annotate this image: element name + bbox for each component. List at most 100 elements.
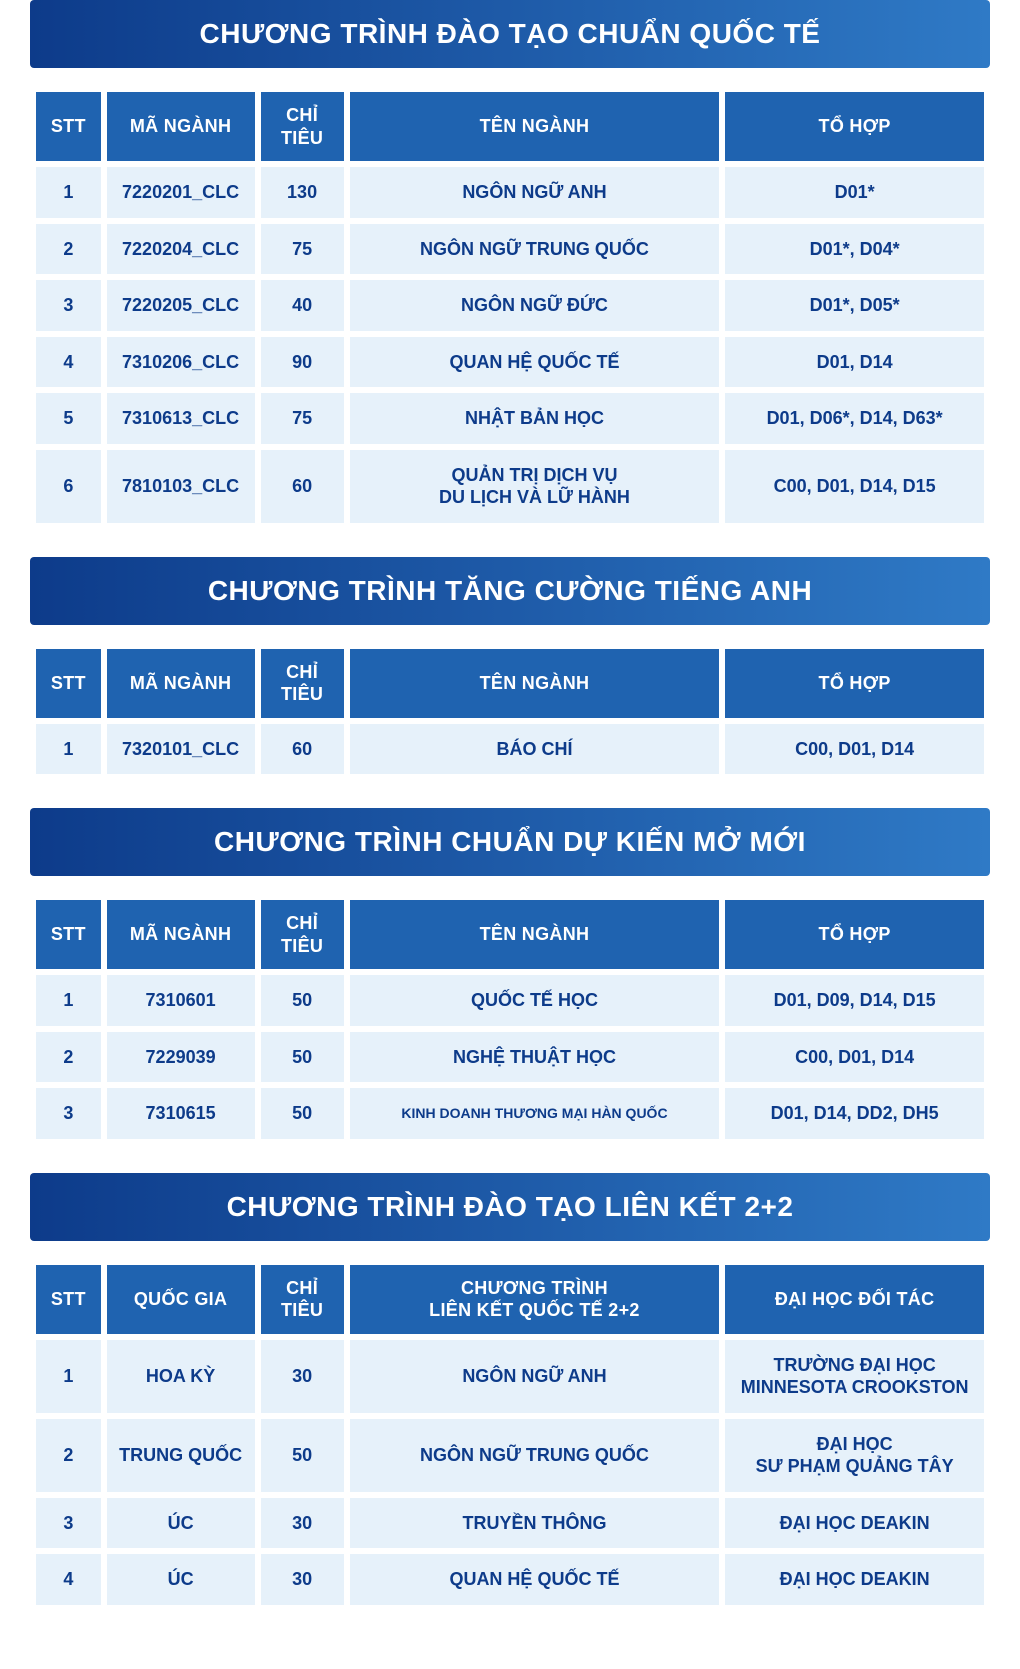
- cell-quota: 30: [261, 1554, 344, 1605]
- table-row: 47310206_CLC90QUAN HỆ QUỐC TẾD01, D14: [36, 337, 984, 388]
- cell-name: QUAN HỆ QUỐC TẾ: [350, 337, 720, 388]
- column-header-name: TÊN NGÀNH: [350, 900, 720, 969]
- cell-stt: 5: [36, 393, 101, 444]
- table-row: 17320101_CLC60BÁO CHÍC00, D01, D14: [36, 724, 984, 775]
- cell-name: NGHỆ THUẬT HỌC: [350, 1032, 720, 1083]
- column-header-quota: CHỈTIÊU: [261, 1265, 344, 1334]
- cell-stt: 2: [36, 1032, 101, 1083]
- cell-code: 7310206_CLC: [107, 337, 255, 388]
- cell-code: 7220201_CLC: [107, 167, 255, 218]
- cell-quota: 30: [261, 1340, 344, 1413]
- table-row: 67810103_CLC60QUẢN TRỊ DỊCH VỤDU LỊCH VÀ…: [36, 450, 984, 523]
- section: CHƯƠNG TRÌNH ĐÀO TẠO LIÊN KẾT 2+2 STTQUỐC…: [30, 1173, 990, 1611]
- cell-quota: 75: [261, 224, 344, 275]
- cell-code: 7220205_CLC: [107, 280, 255, 331]
- cell-name: NGÔN NGỮ ĐỨC: [350, 280, 720, 331]
- cell-stt: 6: [36, 450, 101, 523]
- cell-combo: D01, D06*, D14, D63*: [725, 393, 984, 444]
- cell-partner: ĐẠI HỌC DEAKIN: [725, 1554, 984, 1605]
- cell-combo: D01, D14, DD2, DH5: [725, 1088, 984, 1139]
- cell-stt: 3: [36, 1088, 101, 1139]
- column-header-program22: CHƯƠNG TRÌNHLIÊN KẾT QUỐC TẾ 2+2: [350, 1265, 720, 1334]
- cell-program22: NGÔN NGỮ ANH: [350, 1340, 720, 1413]
- cell-partner: TRƯỜNG ĐẠI HỌCMINNESOTA CROOKSTON: [725, 1340, 984, 1413]
- column-header-country: QUỐC GIA: [107, 1265, 255, 1334]
- data-table: STTMÃ NGÀNHCHỈTIÊUTÊN NGÀNHTỔ HỢP1731060…: [30, 894, 990, 1145]
- data-table: STTQUỐC GIACHỈTIÊUCHƯƠNG TRÌNHLIÊN KẾT Q…: [30, 1259, 990, 1611]
- section-title: CHƯƠNG TRÌNH CHUẨN DỰ KIẾN MỞ MỚI: [30, 808, 990, 876]
- column-header-name: TÊN NGÀNH: [350, 92, 720, 161]
- section: CHƯƠNG TRÌNH ĐÀO TẠO CHUẨN QUỐC TẾ STTMÃ …: [30, 0, 990, 529]
- cell-combo: D01*, D05*: [725, 280, 984, 331]
- cell-country: HOA KỲ: [107, 1340, 255, 1413]
- cell-quota: 50: [261, 1419, 344, 1492]
- cell-program22: NGÔN NGỮ TRUNG QUỐC: [350, 1419, 720, 1492]
- column-header-stt: STT: [36, 649, 101, 718]
- cell-program22: TRUYỀN THÔNG: [350, 1498, 720, 1549]
- table-row: 2722903950NGHỆ THUẬT HỌCC00, D01, D14: [36, 1032, 984, 1083]
- cell-quota: 50: [261, 1032, 344, 1083]
- column-header-quota: CHỈTIÊU: [261, 649, 344, 718]
- column-header-quota: CHỈTIÊU: [261, 900, 344, 969]
- section-title: CHƯƠNG TRÌNH TĂNG CƯỜNG TIẾNG ANH: [30, 557, 990, 625]
- section-title: CHƯƠNG TRÌNH ĐÀO TẠO CHUẨN QUỐC TẾ: [30, 0, 990, 68]
- cell-code: 7220204_CLC: [107, 224, 255, 275]
- cell-code: 7310601: [107, 975, 255, 1026]
- cell-name: NHẬT BẢN HỌC: [350, 393, 720, 444]
- cell-stt: 4: [36, 337, 101, 388]
- cell-country: TRUNG QUỐC: [107, 1419, 255, 1492]
- cell-stt: 1: [36, 975, 101, 1026]
- column-header-code: MÃ NGÀNH: [107, 649, 255, 718]
- section-title: CHƯƠNG TRÌNH ĐÀO TẠO LIÊN KẾT 2+2: [30, 1173, 990, 1241]
- column-header-name: TÊN NGÀNH: [350, 649, 720, 718]
- cell-country: ÚC: [107, 1498, 255, 1549]
- cell-code: 7310613_CLC: [107, 393, 255, 444]
- cell-stt: 4: [36, 1554, 101, 1605]
- cell-quota: 90: [261, 337, 344, 388]
- cell-name: BÁO CHÍ: [350, 724, 720, 775]
- data-table: STTMÃ NGÀNHCHỈTIÊUTÊN NGÀNHTỔ HỢP1722020…: [30, 86, 990, 529]
- cell-code: 7810103_CLC: [107, 450, 255, 523]
- page-root: CHƯƠNG TRÌNH ĐÀO TẠO CHUẨN QUỐC TẾSTTMÃ …: [30, 0, 990, 1611]
- column-header-code: MÃ NGÀNH: [107, 92, 255, 161]
- table-row: 27220204_CLC75NGÔN NGỮ TRUNG QUỐCD01*, D…: [36, 224, 984, 275]
- cell-quota: 60: [261, 724, 344, 775]
- column-header-stt: STT: [36, 1265, 101, 1334]
- cell-country: ÚC: [107, 1554, 255, 1605]
- cell-name: QUỐC TẾ HỌC: [350, 975, 720, 1026]
- cell-partner: ĐẠI HỌCSƯ PHẠM QUẢNG TÂY: [725, 1419, 984, 1492]
- table-row: 37220205_CLC40NGÔN NGỮ ĐỨCD01*, D05*: [36, 280, 984, 331]
- cell-quota: 50: [261, 975, 344, 1026]
- cell-quota: 60: [261, 450, 344, 523]
- cell-quota: 130: [261, 167, 344, 218]
- column-header-combo: TỔ HỢP: [725, 92, 984, 161]
- cell-name: KINH DOANH THƯƠNG MẠI HÀN QUỐC: [350, 1088, 720, 1139]
- column-header-code: MÃ NGÀNH: [107, 900, 255, 969]
- table-row: 57310613_CLC75NHẬT BẢN HỌCD01, D06*, D14…: [36, 393, 984, 444]
- column-header-partner: ĐẠI HỌC ĐỐI TÁC: [725, 1265, 984, 1334]
- cell-partner: ĐẠI HỌC DEAKIN: [725, 1498, 984, 1549]
- cell-combo: D01, D09, D14, D15: [725, 975, 984, 1026]
- cell-stt: 1: [36, 724, 101, 775]
- table-row: 17220201_CLC130NGÔN NGỮ ANHD01*: [36, 167, 984, 218]
- cell-program22: QUAN HỆ QUỐC TẾ: [350, 1554, 720, 1605]
- cell-stt: 1: [36, 1340, 101, 1413]
- cell-stt: 2: [36, 1419, 101, 1492]
- column-header-quota: CHỈTIÊU: [261, 92, 344, 161]
- cell-combo: D01*, D04*: [725, 224, 984, 275]
- cell-quota: 50: [261, 1088, 344, 1139]
- cell-combo: C00, D01, D14: [725, 724, 984, 775]
- cell-name: NGÔN NGỮ ANH: [350, 167, 720, 218]
- cell-quota: 40: [261, 280, 344, 331]
- section: CHƯƠNG TRÌNH TĂNG CƯỜNG TIẾNG ANH STTMÃ N…: [30, 557, 990, 781]
- table-row: 3ÚC30TRUYỀN THÔNGĐẠI HỌC DEAKIN: [36, 1498, 984, 1549]
- cell-combo: D01*: [725, 167, 984, 218]
- cell-combo: D01, D14: [725, 337, 984, 388]
- table-row: 2TRUNG QUỐC50NGÔN NGỮ TRUNG QUỐCĐẠI HỌCS…: [36, 1419, 984, 1492]
- cell-combo: C00, D01, D14: [725, 1032, 984, 1083]
- cell-quota: 75: [261, 393, 344, 444]
- table-row: 4ÚC30QUAN HỆ QUỐC TẾĐẠI HỌC DEAKIN: [36, 1554, 984, 1605]
- table-row: 3731061550KINH DOANH THƯƠNG MẠI HÀN QUỐC…: [36, 1088, 984, 1139]
- cell-stt: 3: [36, 1498, 101, 1549]
- column-header-stt: STT: [36, 900, 101, 969]
